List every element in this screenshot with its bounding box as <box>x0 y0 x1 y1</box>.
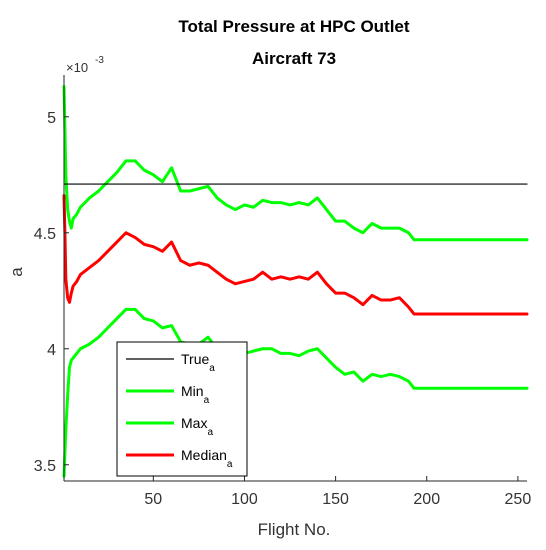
x-tick-label: 50 <box>144 491 162 508</box>
y-ticks: 3.5 4 4.5 5 <box>34 110 69 475</box>
y-tick-label: 5 <box>47 110 56 127</box>
x-tick-label: 250 <box>505 491 532 508</box>
legend-subscript-min: a <box>204 395 210 406</box>
y-tick-label: 4 <box>47 342 56 359</box>
series-line-min <box>62 307 529 478</box>
chart-subtitle: Aircraft 73 <box>252 49 336 68</box>
x-tick-label: 150 <box>322 491 349 508</box>
series-layer <box>62 85 529 478</box>
x-axis-label: Flight No. <box>258 520 331 539</box>
x-tick-label: 100 <box>231 491 258 508</box>
x-ticks: 50 100 150 200 250 <box>144 476 531 508</box>
y-exponent: ×10 -3 <box>66 55 104 75</box>
legend-subscript-median: a <box>227 459 233 470</box>
legend-subscript-max: a <box>207 427 213 438</box>
plot-area: 3.5 4 4.5 5 50 100 150 200 250 <box>34 75 531 508</box>
y-exponent-base: ×10 <box>66 60 88 75</box>
series-line-median <box>62 194 529 316</box>
y-tick-label: 4.5 <box>34 226 56 243</box>
y-exponent-power: -3 <box>95 55 104 66</box>
y-axis-label: a <box>7 267 26 277</box>
axes-layer <box>63 75 527 482</box>
series-line-max <box>62 85 529 242</box>
y-tick-label: 3.5 <box>34 458 56 475</box>
x-tick-label: 200 <box>413 491 440 508</box>
legend-subscript-true: a <box>209 363 215 374</box>
chart-title: Total Pressure at HPC Outlet <box>178 17 409 36</box>
